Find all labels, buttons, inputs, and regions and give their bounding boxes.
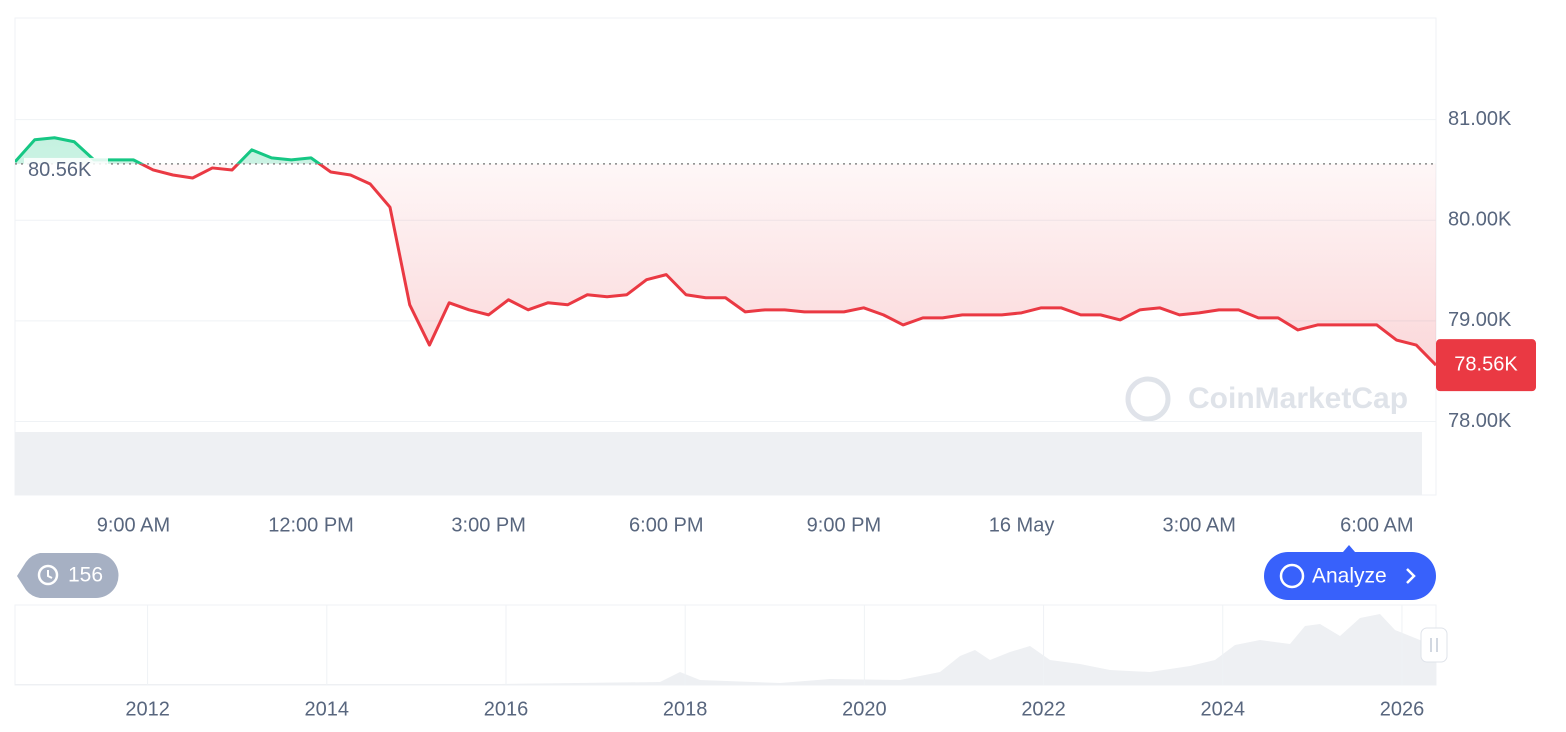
pointer (1343, 545, 1355, 552)
volume-band (15, 432, 1422, 495)
navigator-tick-label: 2026 (1380, 698, 1425, 720)
x-tick-label: 12:00 PM (268, 514, 354, 536)
x-tick-label: 16 May (989, 514, 1055, 536)
y-tick-label: 80.00K (1448, 209, 1512, 231)
x-tick-label: 9:00 AM (97, 514, 170, 536)
y-tick-label: 81.00K (1448, 108, 1512, 130)
watermark-text: CoinMarketCap (1188, 382, 1408, 415)
navigator-tick-label: 2014 (305, 698, 350, 720)
clock-icon (37, 564, 59, 586)
price-line-up (15, 136, 323, 164)
y-tick-label: 79.00K (1448, 309, 1512, 331)
navigator-tick-label: 2020 (842, 698, 887, 720)
y-tick-label: 78.00K (1448, 410, 1512, 432)
clock-hands (47, 570, 53, 579)
watermark-logo (1125, 376, 1171, 422)
x-tick-label: 3:00 PM (451, 514, 525, 536)
x-tick-label: 6:00 AM (1340, 514, 1413, 536)
current-price-tag (1436, 339, 1536, 392)
baseline-label-bg (24, 157, 108, 184)
x-tick-label: 9:00 PM (807, 514, 881, 536)
navigator-tick-label: 2012 (125, 698, 170, 720)
analyze-icon (1279, 563, 1305, 589)
watermark: CoinMarketCap (1125, 376, 1408, 422)
chevron (1406, 568, 1416, 584)
current-price-label: 78.56K (1454, 353, 1518, 375)
area-below (15, 163, 1436, 366)
baseline-label: 80.56K (28, 159, 92, 181)
x-tick-label: 6:00 PM (629, 514, 703, 536)
analyze-button[interactable] (1264, 552, 1436, 600)
price-line-down (138, 163, 1436, 367)
history-badge[interactable] (17, 553, 119, 598)
navigator-area (15, 614, 1436, 685)
analyze-label: Analyze (1312, 565, 1387, 588)
x-tick-label: 3:00 AM (1162, 514, 1235, 536)
navigator-handle[interactable] (1420, 627, 1448, 663)
navigator-tick-label: 2018 (663, 698, 708, 720)
history-count: 156 (68, 564, 103, 587)
navigator-tick-label: 2016 (484, 698, 529, 720)
navigator-tick-label: 2024 (1201, 698, 1246, 720)
navigator-tick-label: 2022 (1021, 698, 1066, 720)
